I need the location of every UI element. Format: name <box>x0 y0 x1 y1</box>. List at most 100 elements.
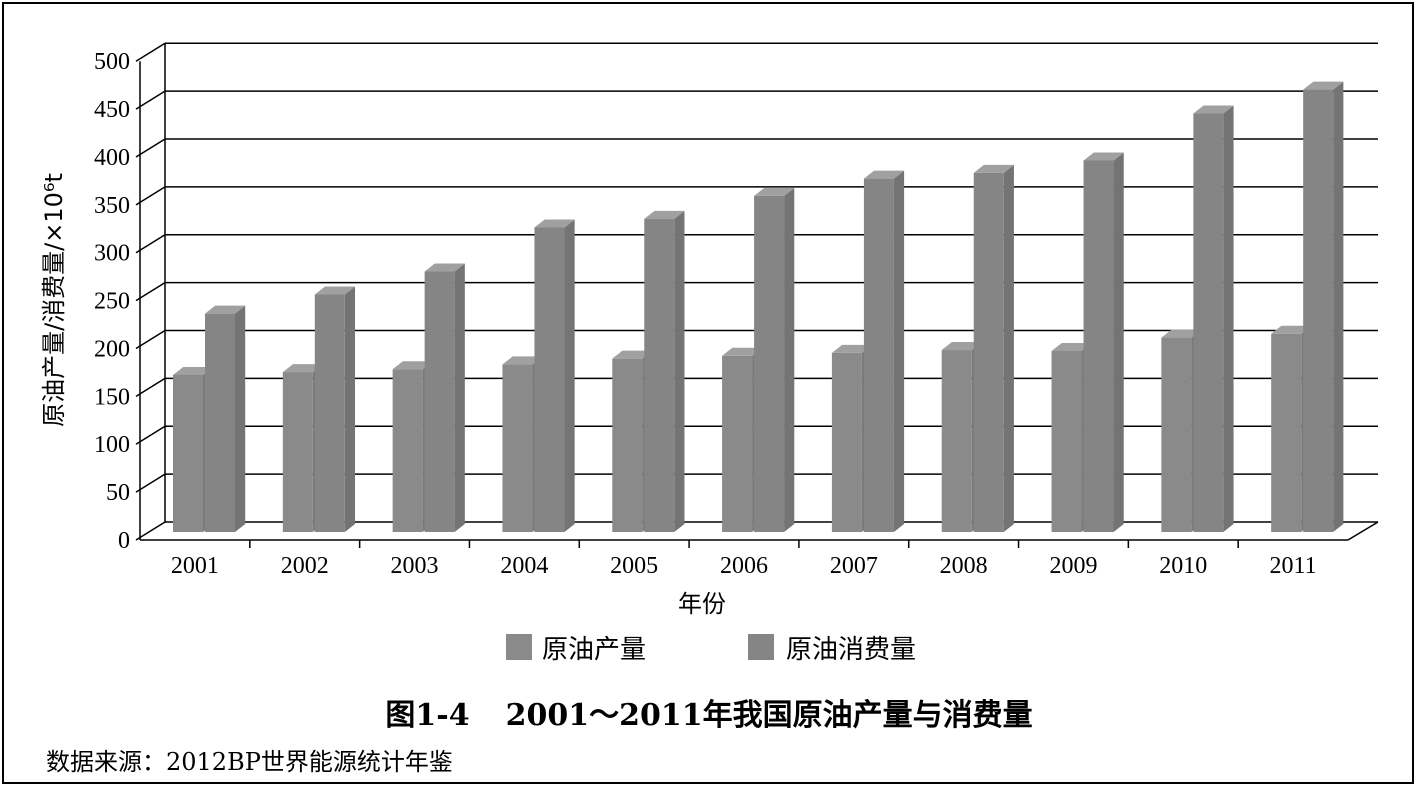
y-tick-label: 150 <box>94 384 130 410</box>
bar <box>205 305 246 532</box>
bar-production <box>722 355 753 532</box>
bar-production <box>173 374 203 532</box>
bar-production <box>282 372 313 532</box>
bar-production <box>502 364 533 532</box>
bar-side <box>1223 105 1234 532</box>
bar-consumption <box>1083 160 1114 532</box>
bar-side <box>893 170 905 532</box>
bar-top <box>1303 81 1344 90</box>
x-tick-label: 2004 <box>500 553 548 579</box>
x-tick-label: 2008 <box>940 553 988 579</box>
bar-side <box>564 219 575 532</box>
bar-consumption <box>973 172 1004 532</box>
bar-side <box>1333 81 1344 532</box>
y-tick-label: 300 <box>94 241 130 267</box>
bar-side <box>454 263 465 532</box>
y-tick-mark <box>135 234 166 254</box>
bar-side <box>784 187 795 533</box>
x-tick-label: 2005 <box>610 553 658 579</box>
bar <box>314 286 356 532</box>
bar-top <box>612 350 653 359</box>
bar-top <box>392 361 433 370</box>
x-tick-label: 2002 <box>281 553 329 579</box>
legend-label-consumption: 原油消费量 <box>786 635 916 665</box>
x-tick-labels: 2001 2002 2003 2004 2005 2006 2007 2008 2009 2010… <box>171 553 1317 579</box>
y-axis-title: 原油产量/消费量/×10⁶t <box>40 173 68 427</box>
y-tick-mark <box>135 425 166 445</box>
bar <box>424 263 465 532</box>
figure-number: 图1-4 <box>385 698 470 733</box>
bar <box>1303 81 1344 532</box>
y-tick-label: 250 <box>94 289 130 315</box>
x-tick-label: 2010 <box>1159 553 1207 579</box>
bar-production <box>392 369 423 532</box>
bar-side <box>1003 164 1014 532</box>
y-tick-label: 350 <box>94 193 130 219</box>
y-tick-mark <box>135 329 166 350</box>
x-tick-label: 2011 <box>1270 553 1317 579</box>
bar-side <box>235 305 246 532</box>
x-tick-label: 2003 <box>391 553 439 579</box>
bar-top <box>644 210 685 219</box>
bar <box>754 187 795 533</box>
bar-production <box>612 358 643 532</box>
bar-production <box>1271 333 1302 532</box>
bar-top <box>1271 325 1312 334</box>
bar-top <box>831 344 873 353</box>
y-tick-mark <box>135 521 166 541</box>
y-tick-mark <box>135 186 166 206</box>
bar-top <box>205 305 246 314</box>
bar-consumption <box>424 271 455 532</box>
y-tick-labels: 0 50 100 150 200 250 300 350 400 450 500 <box>94 49 130 554</box>
y-tick-mark <box>135 90 166 110</box>
bar-side <box>1113 152 1124 532</box>
bar-production <box>941 350 972 532</box>
bar <box>973 164 1014 532</box>
bar-production <box>1161 337 1192 532</box>
bar-top <box>282 364 324 373</box>
bar-top <box>863 170 905 179</box>
bar-top <box>1051 343 1092 352</box>
y-tick-mark <box>135 42 166 62</box>
legend-swatch-production <box>506 634 532 660</box>
bar-top <box>534 219 575 228</box>
y-tick-label: 0 <box>118 528 130 554</box>
y-tick-label: 100 <box>94 432 130 458</box>
bar-consumption <box>1303 89 1334 532</box>
y-tick-label: 500 <box>94 49 130 75</box>
bar-top <box>973 164 1014 173</box>
y-tick-mark <box>135 377 166 397</box>
bar <box>534 219 575 532</box>
x-tick-label: 2007 <box>830 553 878 579</box>
legend: 原油产量 原油消费量 <box>506 634 916 665</box>
y-tick-mark <box>135 473 166 493</box>
bar-top <box>941 342 982 351</box>
figure-caption: 图1-4 2001～2011年我国原油产量与消费量 <box>0 690 1418 734</box>
bar <box>1083 152 1124 532</box>
bar-side <box>674 210 685 532</box>
bar-top <box>1083 152 1124 161</box>
bar-top <box>173 366 214 375</box>
bar-top <box>1161 329 1202 338</box>
bar <box>863 170 905 532</box>
y-tick-label: 400 <box>94 145 130 171</box>
bar-consumption <box>205 313 235 532</box>
bar-consumption <box>314 294 345 532</box>
bar-consumption <box>863 178 894 532</box>
bar-consumption <box>534 227 565 532</box>
bar-top <box>314 286 356 295</box>
y-tick-mark <box>135 281 166 302</box>
floor-right-edge <box>1347 521 1379 541</box>
bar-consumption <box>754 195 785 533</box>
x-axis-title: 年份 <box>678 590 726 618</box>
figure-title: 2001～2011年我国原油产量与消费量 <box>505 698 1033 733</box>
legend-label-production: 原油产量 <box>542 635 646 665</box>
bar-side <box>344 286 356 532</box>
bar-top <box>722 347 763 356</box>
legend-swatch-consumption <box>748 634 774 660</box>
bars <box>173 81 1344 533</box>
y-tick-label: 50 <box>106 480 130 506</box>
y-tick-mark <box>135 138 166 158</box>
bar-production <box>831 352 862 532</box>
